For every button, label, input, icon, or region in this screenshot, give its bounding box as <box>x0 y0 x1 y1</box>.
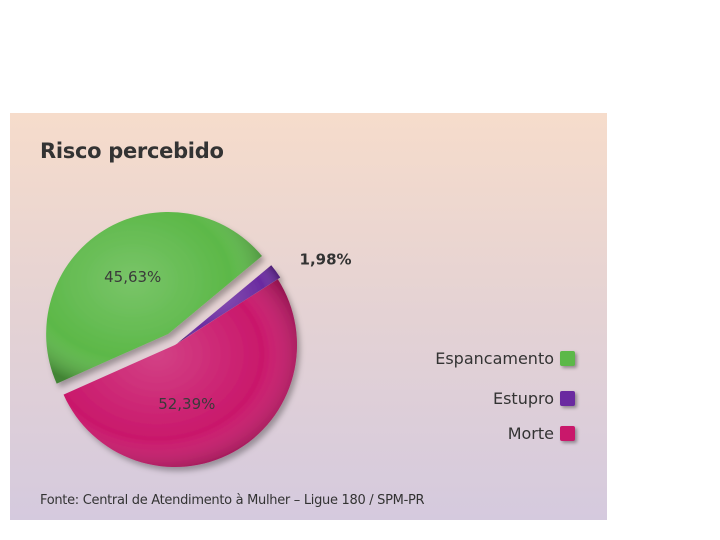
pie-slice-espancamento <box>46 211 262 384</box>
legend-label: Estupro <box>492 388 554 408</box>
legend-item-estupro: Estupro <box>493 387 575 409</box>
legend-item-espancamento: Espancamento <box>435 347 575 369</box>
legend-item-morte: Morte <box>508 422 575 444</box>
legend-label: Espancamento <box>435 348 554 368</box>
legend-swatch <box>560 425 575 441</box>
pie-slice-morte <box>63 279 298 468</box>
pie-slice-estupro <box>177 265 281 344</box>
chart-title: Risco percebido <box>40 139 224 163</box>
legend-label: Morte <box>507 423 554 443</box>
slice-value-label-espancamento: 45,63% <box>104 268 161 286</box>
slice-value-label-morte: 52,39% <box>158 395 215 413</box>
slice-value-label-estupro: 1,98% <box>300 250 352 268</box>
legend-swatch <box>560 390 575 406</box>
source-note: Fonte: Central de Atendimento à Mulher –… <box>40 493 425 508</box>
pie-chart: 45,63% 1,98% 52,39% <box>46 211 352 468</box>
chart-panel: Risco percebido 45,63% 1,98% 52,39% Espanc… <box>10 113 607 520</box>
legend-swatch <box>560 350 575 366</box>
